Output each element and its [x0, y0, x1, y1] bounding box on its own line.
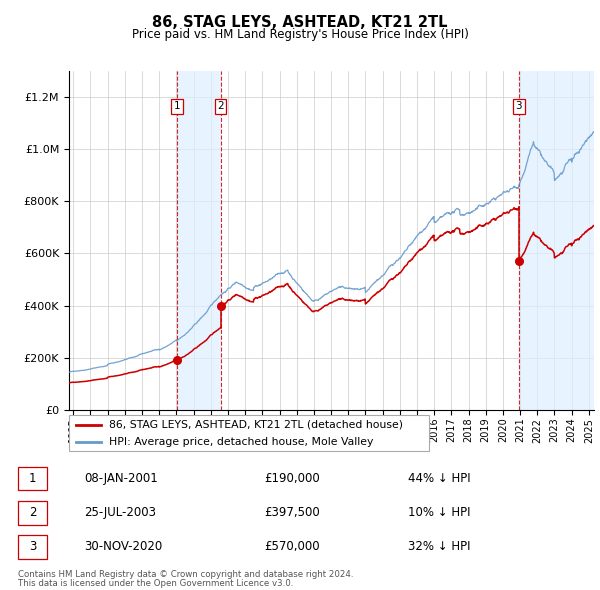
Bar [177, 71, 221, 410]
Text: 2: 2 [217, 101, 224, 112]
Text: 10% ↓ HPI: 10% ↓ HPI [408, 506, 470, 519]
Text: £397,500: £397,500 [264, 506, 320, 519]
Text: £570,000: £570,000 [264, 540, 320, 553]
Text: 86, STAG LEYS, ASHTEAD, KT21 2TL: 86, STAG LEYS, ASHTEAD, KT21 2TL [152, 15, 448, 30]
Text: Price paid vs. HM Land Registry's House Price Index (HPI): Price paid vs. HM Land Registry's House … [131, 28, 469, 41]
Text: 1: 1 [29, 472, 36, 485]
Text: £190,000: £190,000 [264, 472, 320, 485]
Text: 32% ↓ HPI: 32% ↓ HPI [408, 540, 470, 553]
Text: Contains HM Land Registry data © Crown copyright and database right 2024.: Contains HM Land Registry data © Crown c… [18, 570, 353, 579]
Text: 25-JUL-2003: 25-JUL-2003 [84, 506, 156, 519]
Text: HPI: Average price, detached house, Mole Valley: HPI: Average price, detached house, Mole… [109, 437, 373, 447]
Text: 2: 2 [29, 506, 36, 519]
Text: 08-JAN-2001: 08-JAN-2001 [84, 472, 158, 485]
Text: 44% ↓ HPI: 44% ↓ HPI [408, 472, 470, 485]
Text: 1: 1 [173, 101, 180, 112]
Text: This data is licensed under the Open Government Licence v3.0.: This data is licensed under the Open Gov… [18, 579, 293, 588]
Text: 30-NOV-2020: 30-NOV-2020 [84, 540, 162, 553]
FancyBboxPatch shape [69, 415, 429, 451]
Text: 3: 3 [29, 540, 36, 553]
Text: 86, STAG LEYS, ASHTEAD, KT21 2TL (detached house): 86, STAG LEYS, ASHTEAD, KT21 2TL (detach… [109, 419, 403, 430]
Text: 3: 3 [515, 101, 522, 112]
Bar [519, 71, 594, 410]
